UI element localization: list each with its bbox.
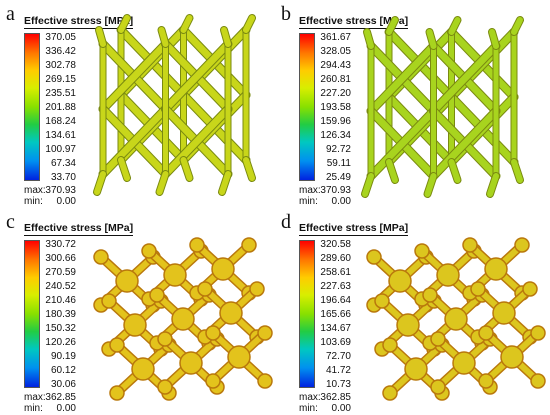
panel-letter: c (6, 211, 15, 233)
max-value: 370.93 (320, 185, 351, 196)
tick-label: 361.67 (320, 32, 351, 43)
tick-label: 270.59 (45, 267, 76, 278)
tick-label: 240.52 (45, 281, 76, 292)
tick-label: 330.72 (45, 239, 76, 250)
tick-label: 289.60 (320, 253, 351, 264)
min-label: min: (299, 196, 318, 207)
stress-colorbar (24, 240, 40, 388)
tick-label: 300.66 (45, 253, 76, 264)
tick-label: 370.05 (45, 32, 76, 43)
node-group (93, 237, 273, 401)
min-value: 0.00 (56, 196, 76, 207)
min-value: 0.00 (331, 196, 351, 207)
panel-letter: a (6, 3, 15, 25)
panel-d: d Effective stress [MPa] 320.58 289.60 2… (275, 208, 550, 415)
lattice-model (361, 16, 524, 198)
tick-label: 90.19 (50, 351, 76, 362)
min-label: min: (299, 403, 318, 414)
legend-title: Effective stress [MPa] (299, 222, 409, 236)
tick-label: 134.61 (45, 130, 76, 141)
tick-label: 72.70 (325, 351, 351, 362)
tick-label: 227.63 (320, 281, 351, 292)
strut-group (93, 14, 256, 196)
tick-label: 92.72 (325, 144, 351, 155)
tick-label: 60.12 (50, 365, 76, 376)
tick-label: 180.39 (45, 309, 76, 320)
tick-label: 201.88 (45, 102, 76, 113)
stress-colorbar (299, 33, 315, 181)
panel-c: c Effective stress [MPa] 330.72 300.66 2… (0, 208, 275, 415)
max-value: 370.93 (45, 185, 76, 196)
lattice-model (366, 237, 546, 401)
tick-label: 134.67 (320, 323, 351, 334)
tick-label: 165.66 (320, 309, 351, 320)
stress-colorbar (24, 33, 40, 181)
tick-label: 258.61 (320, 267, 351, 278)
legend-title: Effective stress [MPa] (299, 15, 409, 29)
panel-a: a Effective stress [MPa] 370.05 336.42 3… (0, 0, 275, 207)
tick-label: 193.58 (320, 102, 351, 113)
tick-label: 210.46 (45, 295, 76, 306)
node-group (366, 237, 546, 401)
tick-label: 25.49 (325, 172, 351, 183)
tick-label: 294.43 (320, 60, 351, 71)
tick-label: 196.64 (320, 295, 351, 306)
stress-colorbar (299, 240, 315, 388)
tick-label: 328.05 (320, 46, 351, 57)
min-label: min: (24, 403, 43, 414)
tick-label: 150.32 (45, 323, 76, 334)
legend-title: Effective stress [MPa] (24, 222, 134, 236)
tick-label: 120.26 (45, 337, 76, 348)
max-label: max: (24, 392, 46, 403)
max-value: 362.85 (320, 392, 351, 403)
tick-label: 302.78 (45, 60, 76, 71)
panel-b: b Effective stress [MPa] 361.67 328.05 2… (275, 0, 550, 207)
tick-label: 260.81 (320, 74, 351, 85)
panel-letter: b (281, 3, 291, 25)
tick-label: 227.20 (320, 88, 351, 99)
tick-label: 159.96 (320, 116, 351, 127)
panel-letter: d (281, 211, 291, 233)
tick-label: 59.11 (326, 158, 351, 169)
tick-label: 10.73 (325, 379, 351, 390)
max-label: max: (299, 185, 321, 196)
tick-label: 67.34 (50, 158, 76, 169)
tick-label: 100.97 (45, 144, 76, 155)
tick-label: 320.58 (320, 239, 351, 250)
tick-label: 126.34 (320, 130, 351, 141)
legend-title: Effective stress [MPa] (24, 15, 134, 29)
tick-label: 269.15 (45, 74, 76, 85)
tick-label: 41.72 (325, 365, 351, 376)
tick-label: 336.42 (45, 46, 76, 57)
strut-group (361, 16, 524, 198)
lattice-model (93, 237, 273, 401)
min-value: 0.00 (331, 403, 351, 414)
tick-label: 33.70 (50, 172, 76, 183)
tick-label: 235.51 (45, 88, 76, 99)
max-value: 362.85 (45, 392, 76, 403)
tick-label: 103.69 (320, 337, 351, 348)
tick-label: 30.06 (50, 379, 76, 390)
min-value: 0.00 (56, 403, 76, 414)
max-label: max: (24, 185, 46, 196)
tick-label: 168.24 (45, 116, 76, 127)
min-label: min: (24, 196, 43, 207)
max-label: max: (299, 392, 321, 403)
lattice-model (93, 14, 256, 196)
